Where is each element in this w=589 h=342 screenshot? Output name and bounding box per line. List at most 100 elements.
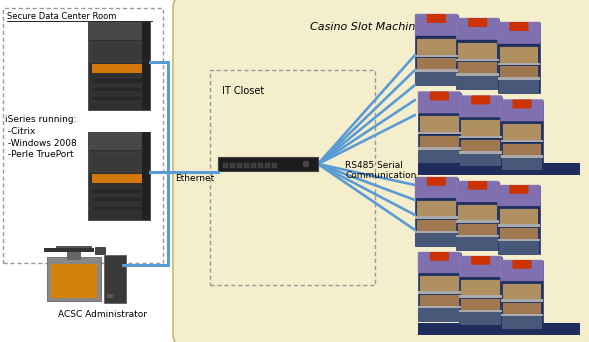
FancyBboxPatch shape xyxy=(418,252,461,273)
Bar xyxy=(499,209,538,225)
Bar xyxy=(461,299,500,311)
Bar xyxy=(418,147,461,150)
Bar xyxy=(51,264,97,298)
Bar xyxy=(92,197,146,202)
FancyBboxPatch shape xyxy=(459,256,502,277)
Bar xyxy=(3,8,163,263)
Bar xyxy=(460,154,501,166)
FancyBboxPatch shape xyxy=(468,181,487,190)
Bar xyxy=(457,237,498,250)
Bar xyxy=(418,132,461,134)
Bar xyxy=(92,64,146,73)
Bar xyxy=(501,101,543,170)
FancyBboxPatch shape xyxy=(468,18,487,27)
Bar xyxy=(458,62,497,75)
FancyBboxPatch shape xyxy=(459,95,502,117)
Bar xyxy=(56,246,92,251)
Bar xyxy=(258,163,263,168)
Bar xyxy=(88,22,150,40)
FancyBboxPatch shape xyxy=(218,157,318,171)
FancyBboxPatch shape xyxy=(415,177,458,198)
Bar xyxy=(420,295,459,307)
Bar xyxy=(142,22,150,110)
Bar xyxy=(501,261,543,329)
Bar xyxy=(418,92,461,162)
Bar xyxy=(251,163,256,168)
Bar xyxy=(417,201,456,217)
Bar xyxy=(44,248,94,252)
Bar xyxy=(458,43,497,60)
Bar xyxy=(502,144,541,156)
Bar xyxy=(418,323,580,335)
Bar xyxy=(418,306,461,308)
Circle shape xyxy=(303,161,309,167)
Bar xyxy=(67,250,81,260)
Text: IT Closet: IT Closet xyxy=(222,86,264,96)
FancyBboxPatch shape xyxy=(418,92,461,113)
Text: Secure Data Center Room: Secure Data Center Room xyxy=(7,12,117,21)
FancyBboxPatch shape xyxy=(456,181,499,202)
Bar xyxy=(419,308,460,320)
Bar xyxy=(415,216,458,219)
Bar xyxy=(415,15,458,85)
Bar xyxy=(459,151,502,154)
Bar xyxy=(416,233,456,246)
FancyBboxPatch shape xyxy=(173,0,589,342)
Bar xyxy=(420,136,459,148)
Bar xyxy=(104,255,126,303)
Bar xyxy=(92,174,146,183)
Bar xyxy=(459,96,502,166)
Bar xyxy=(92,188,146,194)
Bar xyxy=(498,23,540,93)
Bar xyxy=(417,220,456,232)
FancyBboxPatch shape xyxy=(471,95,490,104)
Bar xyxy=(460,312,501,325)
FancyBboxPatch shape xyxy=(430,92,449,101)
Text: ACSC Administrator: ACSC Administrator xyxy=(58,310,147,319)
FancyBboxPatch shape xyxy=(498,185,540,206)
Bar xyxy=(88,132,150,149)
Bar xyxy=(142,132,150,220)
Bar xyxy=(456,74,499,76)
Bar xyxy=(90,42,148,62)
Bar xyxy=(501,300,543,302)
Bar xyxy=(456,19,499,89)
Bar xyxy=(458,224,497,236)
Bar xyxy=(415,178,458,246)
Text: RS485 Serial
Communication: RS485 Serial Communication xyxy=(345,161,416,180)
Bar xyxy=(237,163,242,168)
Bar xyxy=(90,152,148,172)
Bar xyxy=(501,140,543,142)
Bar xyxy=(499,47,538,64)
Bar xyxy=(419,150,460,162)
Bar xyxy=(416,72,456,85)
Bar xyxy=(417,58,456,71)
Bar xyxy=(498,80,540,93)
Bar xyxy=(459,257,502,325)
Bar xyxy=(420,116,459,133)
Bar xyxy=(456,235,499,237)
Bar xyxy=(107,294,113,298)
Bar xyxy=(502,303,541,315)
FancyBboxPatch shape xyxy=(512,260,531,269)
Bar xyxy=(498,241,540,253)
Bar xyxy=(415,55,458,57)
FancyBboxPatch shape xyxy=(512,100,531,108)
Bar xyxy=(418,253,461,320)
Bar xyxy=(502,158,542,170)
Bar xyxy=(210,70,375,285)
FancyBboxPatch shape xyxy=(501,100,543,121)
FancyBboxPatch shape xyxy=(471,256,490,265)
Bar xyxy=(502,316,542,329)
Bar xyxy=(498,239,540,241)
Bar xyxy=(415,69,458,72)
Bar xyxy=(223,163,228,168)
FancyBboxPatch shape xyxy=(427,14,446,23)
Bar xyxy=(498,186,540,253)
Bar xyxy=(92,78,146,83)
FancyBboxPatch shape xyxy=(95,247,106,255)
Bar xyxy=(498,77,540,80)
Bar xyxy=(417,39,456,55)
Bar xyxy=(458,205,497,221)
Bar xyxy=(501,314,543,316)
